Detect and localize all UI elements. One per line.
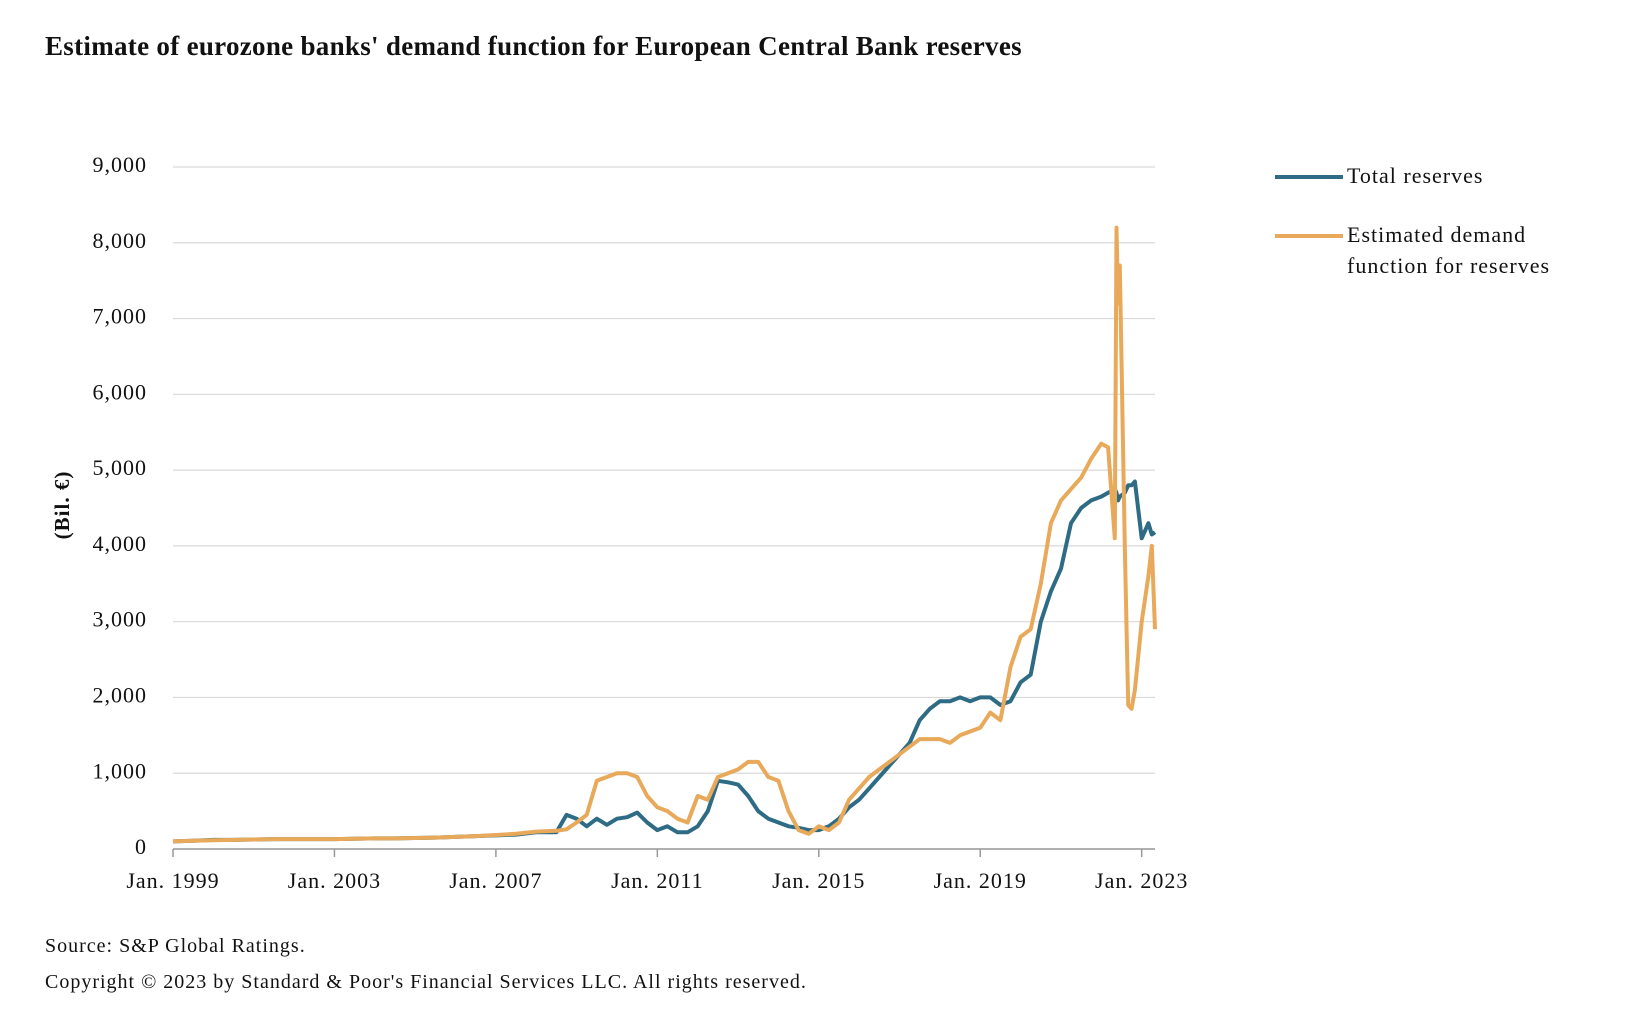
x-tick-label: Jan. 2023	[1095, 868, 1188, 893]
legend-item: Total reserves	[1275, 160, 1605, 191]
x-tick-label: Jan. 2003	[288, 868, 381, 893]
source-note: Source: S&P Global Ratings.	[45, 935, 306, 957]
legend: Total reserves Estimated demand function …	[1275, 160, 1605, 309]
x-tick-label: Jan. 1999	[126, 868, 219, 893]
legend-swatch	[1275, 234, 1343, 238]
y-tick-label: 5,000	[93, 455, 148, 480]
y-tick-label: 7,000	[93, 304, 148, 329]
legend-label: Estimated demand function for reserves	[1347, 222, 1551, 278]
y-tick-label: 0	[135, 834, 147, 859]
y-axis-label: (Bil. €)	[50, 471, 74, 540]
legend-swatch	[1275, 175, 1343, 179]
copyright-note: Copyright © 2023 by Standard & Poor's Fi…	[45, 971, 807, 993]
x-tick-label: Jan. 2019	[934, 868, 1027, 893]
chart-title: Estimate of eurozone banks' demand funct…	[45, 31, 1022, 61]
x-tick-label: Jan. 2015	[772, 868, 865, 893]
legend-item: Estimated demand function for reserves	[1275, 219, 1605, 281]
series-line	[172, 479, 1157, 844]
y-tick-label: 4,000	[93, 531, 148, 556]
y-tick-label: 1,000	[93, 758, 148, 783]
y-tick-label: 2,000	[93, 682, 148, 707]
y-tick-label: 3,000	[93, 607, 148, 632]
x-tick-label: Jan. 2007	[449, 868, 542, 893]
series-line	[172, 225, 1157, 844]
y-tick-label: 8,000	[93, 228, 148, 253]
legend-label: Total reserves	[1347, 163, 1484, 188]
x-tick-label: Jan. 2011	[611, 868, 704, 893]
y-tick-label: 9,000	[93, 152, 148, 177]
y-tick-label: 6,000	[93, 379, 148, 404]
